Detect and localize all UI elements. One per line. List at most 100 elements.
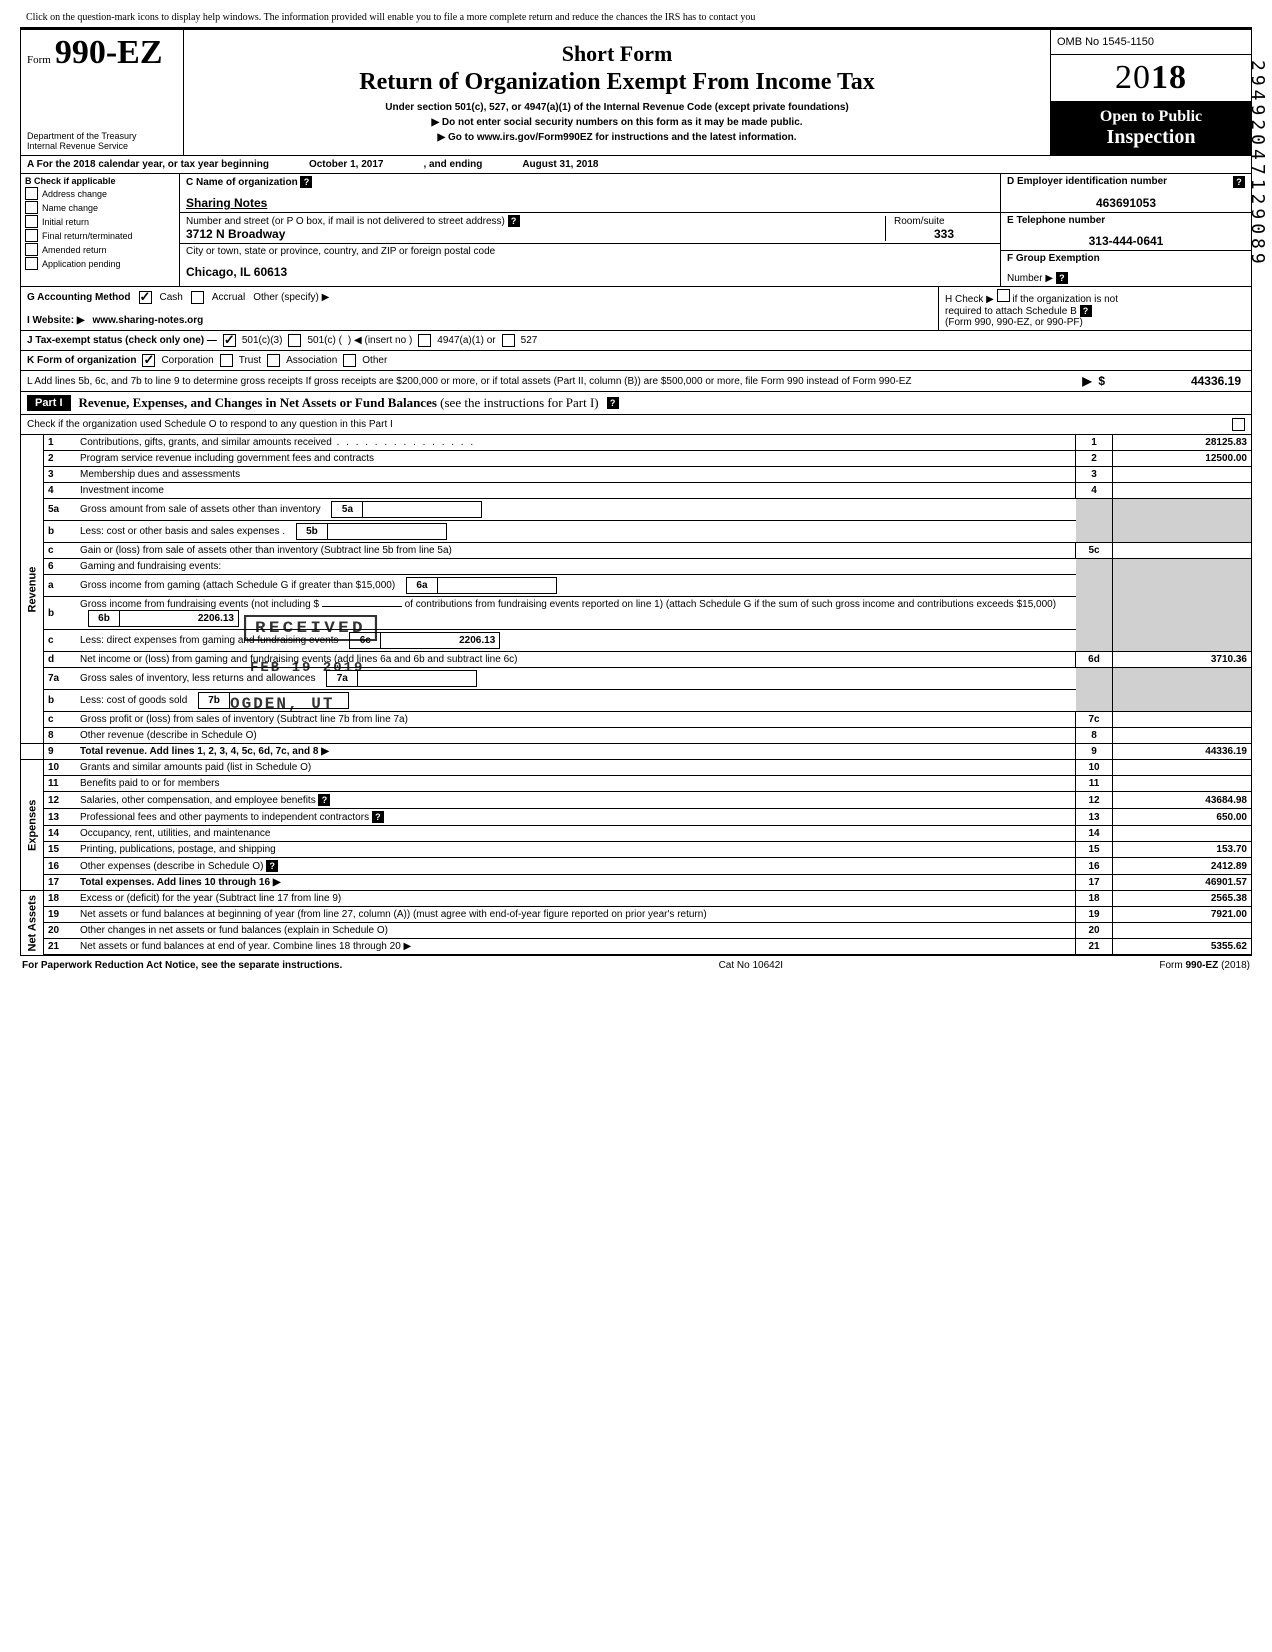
line-5c-value: [1113, 543, 1252, 559]
line-14-box: 14: [1076, 826, 1113, 842]
open-line2: Inspection: [1057, 126, 1245, 149]
chk-527[interactable]: [502, 334, 515, 347]
line-19-num: 19: [44, 907, 77, 923]
street-label: Number and street (or P O box, if mail i…: [186, 216, 505, 227]
f-sub: Number ▶: [1007, 273, 1053, 284]
chk-cash[interactable]: [139, 291, 152, 304]
line-15-num: 15: [44, 842, 77, 858]
line-6b-text1: Gross income from fundraising events (no…: [80, 599, 319, 610]
j-527: 527: [521, 335, 538, 346]
line-6b-box: 6b: [89, 611, 120, 626]
line-2-box: 2: [1076, 451, 1113, 467]
form-label: Form: [27, 54, 51, 66]
chk-4947[interactable]: [418, 334, 431, 347]
shaded-5-amt: [1113, 499, 1252, 543]
part1-suffix: (see the instructions for Part I): [440, 395, 598, 410]
shaded-6: [1076, 559, 1113, 652]
line-1-num: 1: [44, 435, 77, 451]
chk-final-return[interactable]: [25, 229, 38, 242]
chk-501c3[interactable]: [223, 334, 236, 347]
line-5c-text: Gain or (loss) from sale of assets other…: [80, 545, 452, 556]
d-label: D Employer identification number: [1007, 176, 1167, 188]
row-g-i: G Accounting Method Cash Accrual Other (…: [20, 287, 1252, 331]
open-line1: Open to Public: [1057, 108, 1245, 126]
line-7c-value: [1113, 712, 1252, 728]
side-revenue: Revenue: [21, 435, 44, 744]
chk-application-pending[interactable]: [25, 257, 38, 270]
line-7c-num: c: [44, 712, 77, 728]
line-4-num: 4: [44, 483, 77, 499]
line-3-text: Membership dues and assessments: [80, 469, 240, 480]
chk-amended-return[interactable]: [25, 243, 38, 256]
line-11-box: 11: [1076, 776, 1113, 792]
chk-schedule-b[interactable]: [997, 289, 1010, 302]
line-8-value: [1113, 728, 1252, 744]
chk-accrual[interactable]: [191, 291, 204, 304]
l-amount: 44336.19: [1111, 374, 1245, 388]
irs-label: Internal Revenue Service: [27, 141, 177, 151]
opt-application-pending: Application pending: [42, 259, 121, 269]
line-5a-box: 5a: [332, 502, 363, 517]
block-b-to-f: B Check if applicable Address change Nam…: [20, 174, 1252, 287]
line-11-text: Benefits paid to or for members: [80, 778, 220, 789]
line-15-text: Printing, publications, postage, and shi…: [80, 844, 276, 855]
dln-number: 29492047129089: [1247, 60, 1268, 268]
line-4-box: 4: [1076, 483, 1113, 499]
j-501c3: 501(c)(3): [242, 335, 283, 346]
help-icon[interactable]: ?: [266, 860, 278, 872]
line-21-num: 21: [44, 939, 77, 956]
shaded-6-amt: [1113, 559, 1252, 652]
help-icon[interactable]: ?: [372, 811, 384, 823]
line-6c-num: c: [44, 630, 77, 652]
line-15-value: 153.70: [1113, 842, 1252, 858]
line-13-value: 650.00: [1113, 809, 1252, 826]
line-20-text: Other changes in net assets or fund bala…: [80, 925, 388, 936]
chk-trust[interactable]: [220, 354, 233, 367]
part1-header: Part I Revenue, Expenses, and Changes in…: [20, 392, 1252, 415]
chk-other-org[interactable]: [343, 354, 356, 367]
chk-corporation[interactable]: [142, 354, 155, 367]
chk-schedule-o-part1[interactable]: [1232, 418, 1245, 431]
e-label: E Telephone number: [1007, 215, 1245, 226]
year-suffix: 18: [1151, 59, 1187, 96]
chk-501c[interactable]: [288, 334, 301, 347]
line-5c-num: c: [44, 543, 77, 559]
a-end-date: August 31, 2018: [522, 159, 598, 170]
help-icon[interactable]: ?: [1080, 305, 1092, 317]
help-icon[interactable]: ?: [318, 794, 330, 806]
chk-name-change[interactable]: [25, 201, 38, 214]
line-7a-num: 7a: [44, 668, 77, 690]
line-6d-box: 6d: [1076, 652, 1113, 668]
line-2-text: Program service revenue including govern…: [80, 453, 374, 464]
line-7a-box: 7a: [327, 671, 358, 686]
j-insert-no: ) ◀ (insert no ): [348, 335, 412, 346]
g-cash: Cash: [160, 292, 183, 303]
line-11-num: 11: [44, 776, 77, 792]
part1-badge: Part I: [27, 395, 71, 411]
help-icon[interactable]: ?: [508, 215, 520, 227]
help-icon[interactable]: ?: [1056, 272, 1068, 284]
help-icon[interactable]: ?: [1233, 176, 1245, 188]
chk-association[interactable]: [267, 354, 280, 367]
room-label: Room/suite: [894, 216, 994, 227]
room-value: 333: [894, 227, 994, 241]
line-21-value: 5355.62: [1113, 939, 1252, 956]
line-20-value: [1113, 923, 1252, 939]
side-net-assets: Net Assets: [21, 891, 44, 956]
line-16-text: Other expenses (describe in Schedule O): [80, 861, 263, 872]
i-label: I Website: ▶: [27, 315, 85, 326]
line-3-num: 3: [44, 467, 77, 483]
line-10-box: 10: [1076, 760, 1113, 776]
chk-initial-return[interactable]: [25, 215, 38, 228]
g-accrual: Accrual: [212, 292, 245, 303]
year-prefix: 20: [1115, 59, 1151, 96]
chk-address-change[interactable]: [25, 187, 38, 200]
footer-right-pre: Form: [1159, 960, 1185, 971]
help-icon[interactable]: ?: [607, 397, 619, 409]
section-h: H Check ▶ if the organization is not req…: [938, 287, 1251, 330]
line-2-value: 12500.00: [1113, 451, 1252, 467]
line-9-num: 9: [44, 744, 77, 760]
help-icon[interactable]: ?: [300, 176, 312, 188]
under-section-text: Under section 501(c), 527, or 4947(a)(1)…: [190, 102, 1044, 113]
ein-value: 463691053: [1007, 196, 1245, 210]
